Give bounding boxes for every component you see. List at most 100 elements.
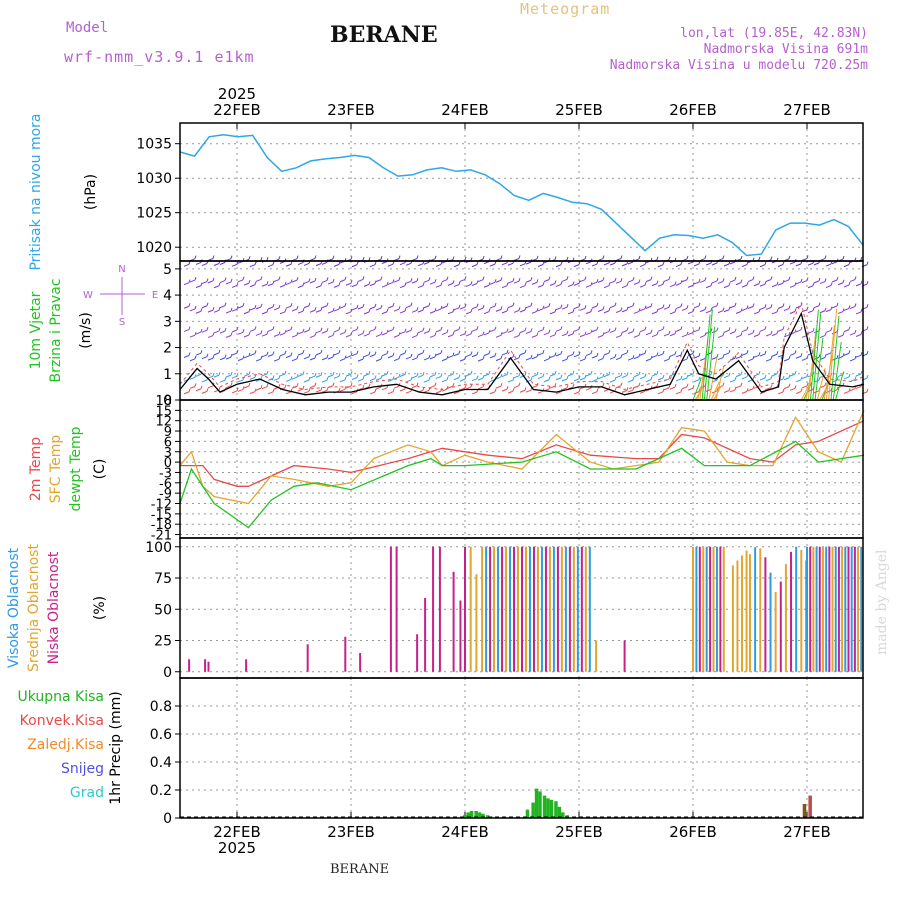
wind-barb	[472, 284, 477, 286]
wind-barb-flag	[387, 330, 388, 333]
wind-barb	[436, 285, 441, 287]
wind-barb-flag	[483, 256, 484, 259]
wind-barb-flag	[189, 327, 190, 330]
wind-barb	[736, 335, 741, 337]
wind-barb-flag	[489, 371, 490, 374]
wind-barb	[400, 332, 405, 334]
wind-barb-flag	[657, 352, 658, 355]
wind-barb-flag	[561, 305, 562, 308]
wind-barb	[844, 308, 849, 310]
wind-barb-flag	[189, 389, 190, 392]
wind-barb	[844, 265, 849, 267]
wind-barb-flag	[477, 352, 478, 355]
wind-barb	[232, 353, 237, 355]
wind-barb-flag	[861, 309, 862, 312]
wind-barb-flag	[693, 350, 694, 353]
wind-barb-flag	[363, 257, 364, 260]
wind-barb	[334, 285, 339, 287]
wind-barb-flag	[789, 277, 790, 280]
wind-barb	[628, 380, 633, 382]
wind-barb-flag	[471, 331, 472, 334]
wind-barb-flag	[711, 283, 712, 286]
wind-barb-flag	[777, 351, 778, 354]
wind-gust-barb	[826, 325, 834, 400]
wind-barb	[382, 333, 387, 335]
wind-barb	[796, 330, 801, 332]
wind-barb-flag	[207, 279, 208, 282]
wind-barb	[358, 359, 363, 361]
wind-barb-flag	[309, 303, 310, 306]
ylabel-cloud-2: Niska Oblacnost	[46, 551, 62, 664]
wind-barb-flag	[267, 384, 268, 387]
wind-barb	[640, 353, 645, 355]
wind-barb	[796, 282, 801, 284]
wind-barb-flag	[759, 332, 760, 335]
ylabel-cloud-0: Visoka Oblacnost	[6, 547, 22, 668]
wind-barb	[466, 387, 471, 389]
wind-barb-flag	[333, 332, 334, 335]
wind-barb-flag	[741, 308, 742, 311]
wind-barb	[790, 353, 795, 355]
wind-barb	[250, 377, 255, 379]
wind-barb-flag	[393, 303, 394, 306]
wind-barb-flag	[723, 278, 724, 281]
wind-barb	[352, 377, 357, 379]
wind-barb-flag	[741, 280, 742, 283]
wind-barb-flag	[357, 282, 358, 285]
wind-barb-flag	[333, 372, 334, 375]
wind-barb-flag	[639, 372, 640, 375]
wind-barb	[502, 286, 507, 288]
wind-barb-flag	[759, 309, 760, 312]
wind-barb	[832, 262, 837, 264]
wind-barb	[328, 357, 333, 359]
wind-barb	[652, 284, 657, 286]
wind-barb	[526, 262, 531, 264]
wind-barb-flag	[729, 373, 730, 376]
wind-barb-flag	[243, 329, 244, 332]
wind-barb-flag	[207, 327, 208, 330]
wind-barb	[436, 264, 441, 266]
wind-barb	[484, 285, 489, 287]
wind-barb	[808, 331, 813, 333]
wind-barb	[622, 353, 627, 355]
wind-barb	[454, 378, 459, 380]
wind-barb	[298, 311, 303, 313]
wind-barb	[616, 376, 621, 378]
wind-barb	[448, 283, 453, 285]
wind-barb	[766, 359, 771, 361]
wind-barb	[286, 330, 291, 332]
wind-barb	[370, 307, 375, 309]
wind-barb-flag	[669, 376, 670, 379]
wind-barb	[562, 279, 567, 281]
wind-barb	[700, 358, 705, 360]
wind-barb	[190, 280, 195, 282]
wind-barb	[796, 356, 801, 358]
wind-barb-flag	[759, 281, 760, 284]
wind-barb	[562, 307, 567, 309]
wind-barb	[466, 312, 471, 314]
wind-barb-flag	[639, 279, 640, 282]
wind-barb	[256, 359, 261, 361]
wind-barb	[484, 312, 489, 314]
wind-barb	[370, 265, 375, 267]
wind-barb-flag	[615, 377, 616, 380]
wind-barb	[754, 355, 759, 357]
wind-barb-flag	[225, 355, 226, 358]
wind-barb-flag	[405, 308, 406, 311]
wind-barb-flag	[729, 307, 730, 310]
wind-barb	[808, 263, 813, 265]
wind-barb-flag	[207, 354, 208, 357]
wind-barb	[778, 329, 783, 331]
wind-barb	[316, 375, 321, 377]
wind-barb-flag	[543, 282, 544, 285]
wind-barb	[238, 280, 243, 282]
wind-barb-flag	[201, 283, 202, 286]
wind-barb	[724, 376, 729, 378]
wind-barb-flag	[255, 282, 256, 285]
wind-barb-flag	[855, 356, 856, 359]
wind-barb-flag	[783, 262, 784, 265]
wind-barb	[772, 334, 777, 336]
wind-barb	[484, 333, 489, 335]
wind-barb	[346, 312, 351, 314]
wind-barb-flag	[621, 383, 622, 386]
